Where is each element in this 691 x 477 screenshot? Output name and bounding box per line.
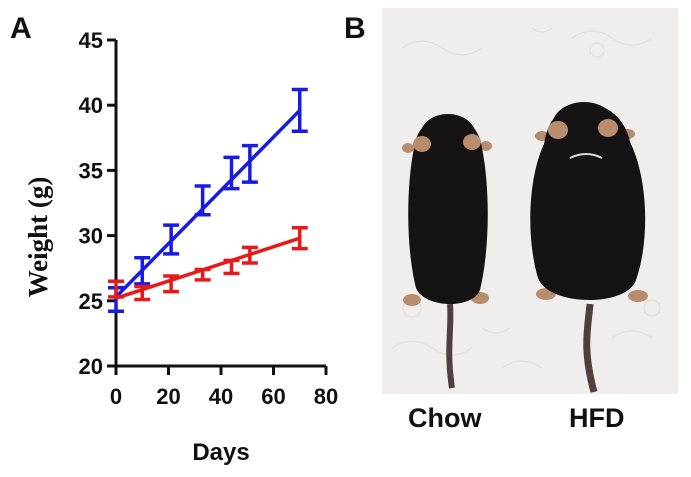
panel-b-label: B: [344, 12, 366, 45]
chart-series: [108, 87, 308, 313]
x-tick-label: 80: [314, 384, 338, 409]
series-0: [108, 87, 308, 313]
caption-hfd: HFD: [569, 403, 625, 433]
x-tick-label: 60: [261, 384, 285, 409]
y-tick-label: 25: [79, 289, 103, 314]
x-axis-title: Days: [192, 439, 249, 466]
x-tick-label: 0: [110, 384, 122, 409]
chow-mouse: [402, 114, 492, 389]
towel-texture: [391, 27, 661, 369]
caption-chow: Chow: [408, 403, 482, 433]
x-tick-label: 40: [209, 384, 233, 409]
hfd-mouse: [530, 102, 648, 393]
x-tick-label: 20: [156, 384, 180, 409]
mice-photo: [382, 8, 678, 394]
series-0-fit-line: [114, 109, 301, 299]
chart-axes: 20 25 30 35 40 45 0 20 40 60 80: [79, 28, 339, 409]
panel-a-label: A: [10, 12, 32, 45]
series-1: [108, 226, 308, 302]
mice-photo-image: [382, 8, 678, 394]
y-tick-label: 35: [79, 158, 103, 183]
y-tick-label: 45: [79, 28, 103, 53]
y-tick-label: 20: [79, 354, 103, 379]
y-axis-title: Weight (g): [23, 177, 53, 298]
y-tick-label: 40: [79, 93, 103, 118]
weight-chart: 20 25 30 35 40 45 0 20 40 60 80 Days Weight (g): [23, 28, 339, 466]
y-tick-label: 30: [79, 224, 103, 249]
